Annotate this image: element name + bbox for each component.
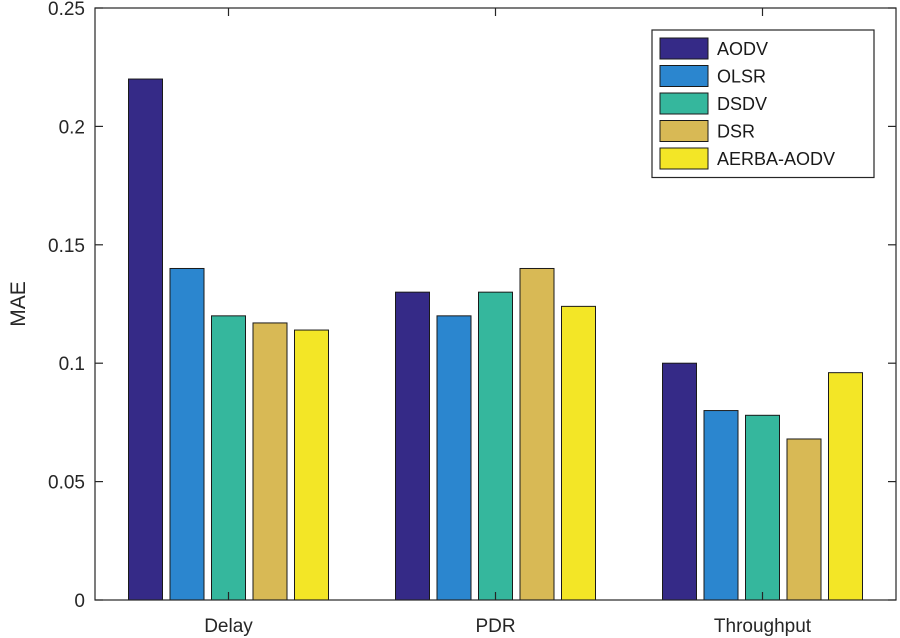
bars-layer: [128, 78, 863, 601]
bar-delay-dsdv: [211, 315, 246, 601]
bar-throughput-dsdv: [745, 414, 780, 601]
legend: AODV OLSR DSDV DSR AERBA-AODV: [651, 29, 875, 179]
bar-pdr-dsdv: [478, 291, 513, 601]
legend-swatch-olsr: [659, 65, 709, 87]
x-tick-label: Throughput: [714, 616, 812, 637]
y-tick-label: 0.05: [48, 473, 85, 494]
bar-throughput-aodv: [662, 362, 697, 601]
x-tick-label: Delay: [204, 616, 253, 637]
bar-throughput-aerba-aodv: [828, 372, 863, 601]
bar-delay-aodv: [128, 78, 163, 601]
axes-layer: 0 0.05 0.1 0.15 0.2 0.25 Delay PDR Throughput: [48, 0, 897, 637]
x-tick-label: PDR: [475, 616, 515, 637]
legend-swatch-aerba-aodv: [659, 147, 709, 170]
y-tick-label: 0.15: [48, 236, 85, 257]
legend-label-olsr: OLSR: [717, 67, 766, 87]
legend-swatch-dsr: [659, 120, 709, 142]
y-tick-label: 0.2: [59, 117, 85, 138]
legend-label-dsdv: DSDV: [717, 94, 767, 114]
legend-swatch-dsdv: [659, 92, 709, 115]
y-axis-label: MAE: [7, 281, 30, 327]
bar-pdr-aerba-aodv: [561, 305, 596, 601]
bar-delay-dsr: [252, 322, 288, 601]
bar-pdr-aodv: [395, 291, 430, 601]
bar-delay-olsr: [169, 267, 205, 601]
y-tick-label: 0: [74, 591, 85, 612]
y-tick-label: 0.25: [48, 0, 85, 20]
y-tick-label: 0.1: [59, 354, 85, 375]
legend-label-aerba-aodv: AERBA-AODV: [717, 149, 835, 169]
legend-label-aodv: AODV: [717, 39, 768, 59]
bar-pdr-olsr: [436, 315, 472, 601]
bar-pdr-dsr: [519, 267, 555, 601]
bar-delay-aerba-aodv: [294, 329, 329, 601]
legend-swatch-aodv: [659, 37, 709, 60]
bar-throughput-dsr: [786, 438, 822, 601]
bar-throughput-olsr: [703, 410, 739, 601]
legend-label-dsr: DSR: [717, 122, 755, 142]
